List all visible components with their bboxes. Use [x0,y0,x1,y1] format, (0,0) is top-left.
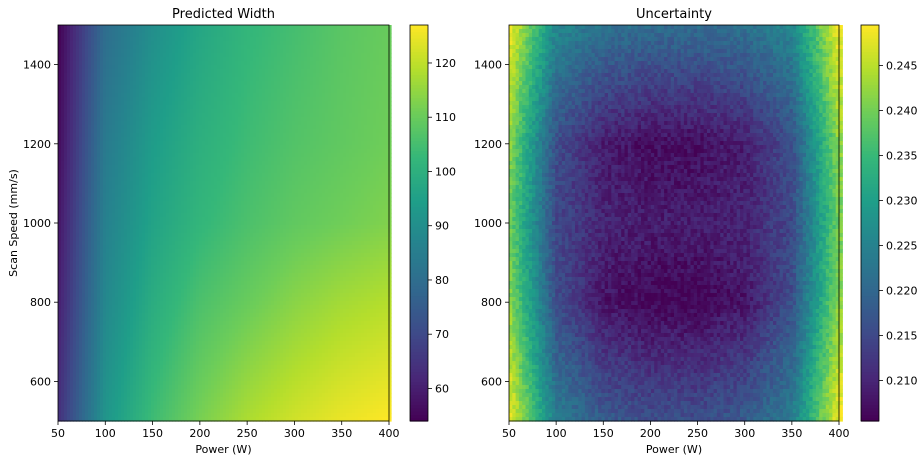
heatmap-cell [388,189,392,194]
heatmap-cell [388,93,392,98]
heatmap-cell [388,169,392,174]
heatmap-cell [388,89,392,94]
heatmap-cell [388,185,392,190]
heatmap-cell [388,117,392,122]
heatmap-cell [388,109,392,114]
heatmap-cell [388,53,392,58]
heatmap-cell [388,145,392,150]
heatmap-cell [388,25,392,30]
heatmap-cell [388,73,392,78]
heatmap-cell [388,181,392,186]
panel-predicted-width: 50 100 150 200 250 300 350 40060080010001200140… [7,7,456,456]
heatmap-cell [388,45,392,50]
heatmap-cell [388,197,392,202]
heatmap-cell [388,49,392,54]
heatmap-cell [388,129,392,134]
heatmap-cell [388,201,392,206]
heatmap-cell [388,121,392,126]
heatmap-cell [388,65,392,70]
heatmap-cell [388,125,392,130]
heatmap-cell [388,101,392,106]
heatmap-cell [388,57,392,62]
heatmap-cell [388,61,392,66]
heatmap-cell [388,85,392,90]
heatmap-cells [58,25,392,422]
heatmap-cell [388,29,392,34]
heatmap-cell [388,149,392,154]
heatmap-cell [388,33,392,38]
heatmap-cell [388,97,392,102]
heatmap-cell [388,69,392,74]
heatmap-cell [388,177,392,182]
heatmap-cell [388,165,392,170]
heatmap-cell [388,105,392,110]
heatmap-cell [388,133,392,138]
heatmap-cell [388,141,392,146]
heatmap-cell [388,113,392,118]
heatmap-cell [388,81,392,86]
heatmap-cell [388,193,392,198]
heatmap-cell [388,173,392,178]
heatmap-cell [388,161,392,166]
heatmap-cell [388,37,392,42]
heatmap-cell [388,153,392,158]
heatmap-cell [388,41,392,46]
heatmap-cell [388,77,392,82]
heatmap-cell [388,157,392,162]
heatmap-cell [388,137,392,142]
